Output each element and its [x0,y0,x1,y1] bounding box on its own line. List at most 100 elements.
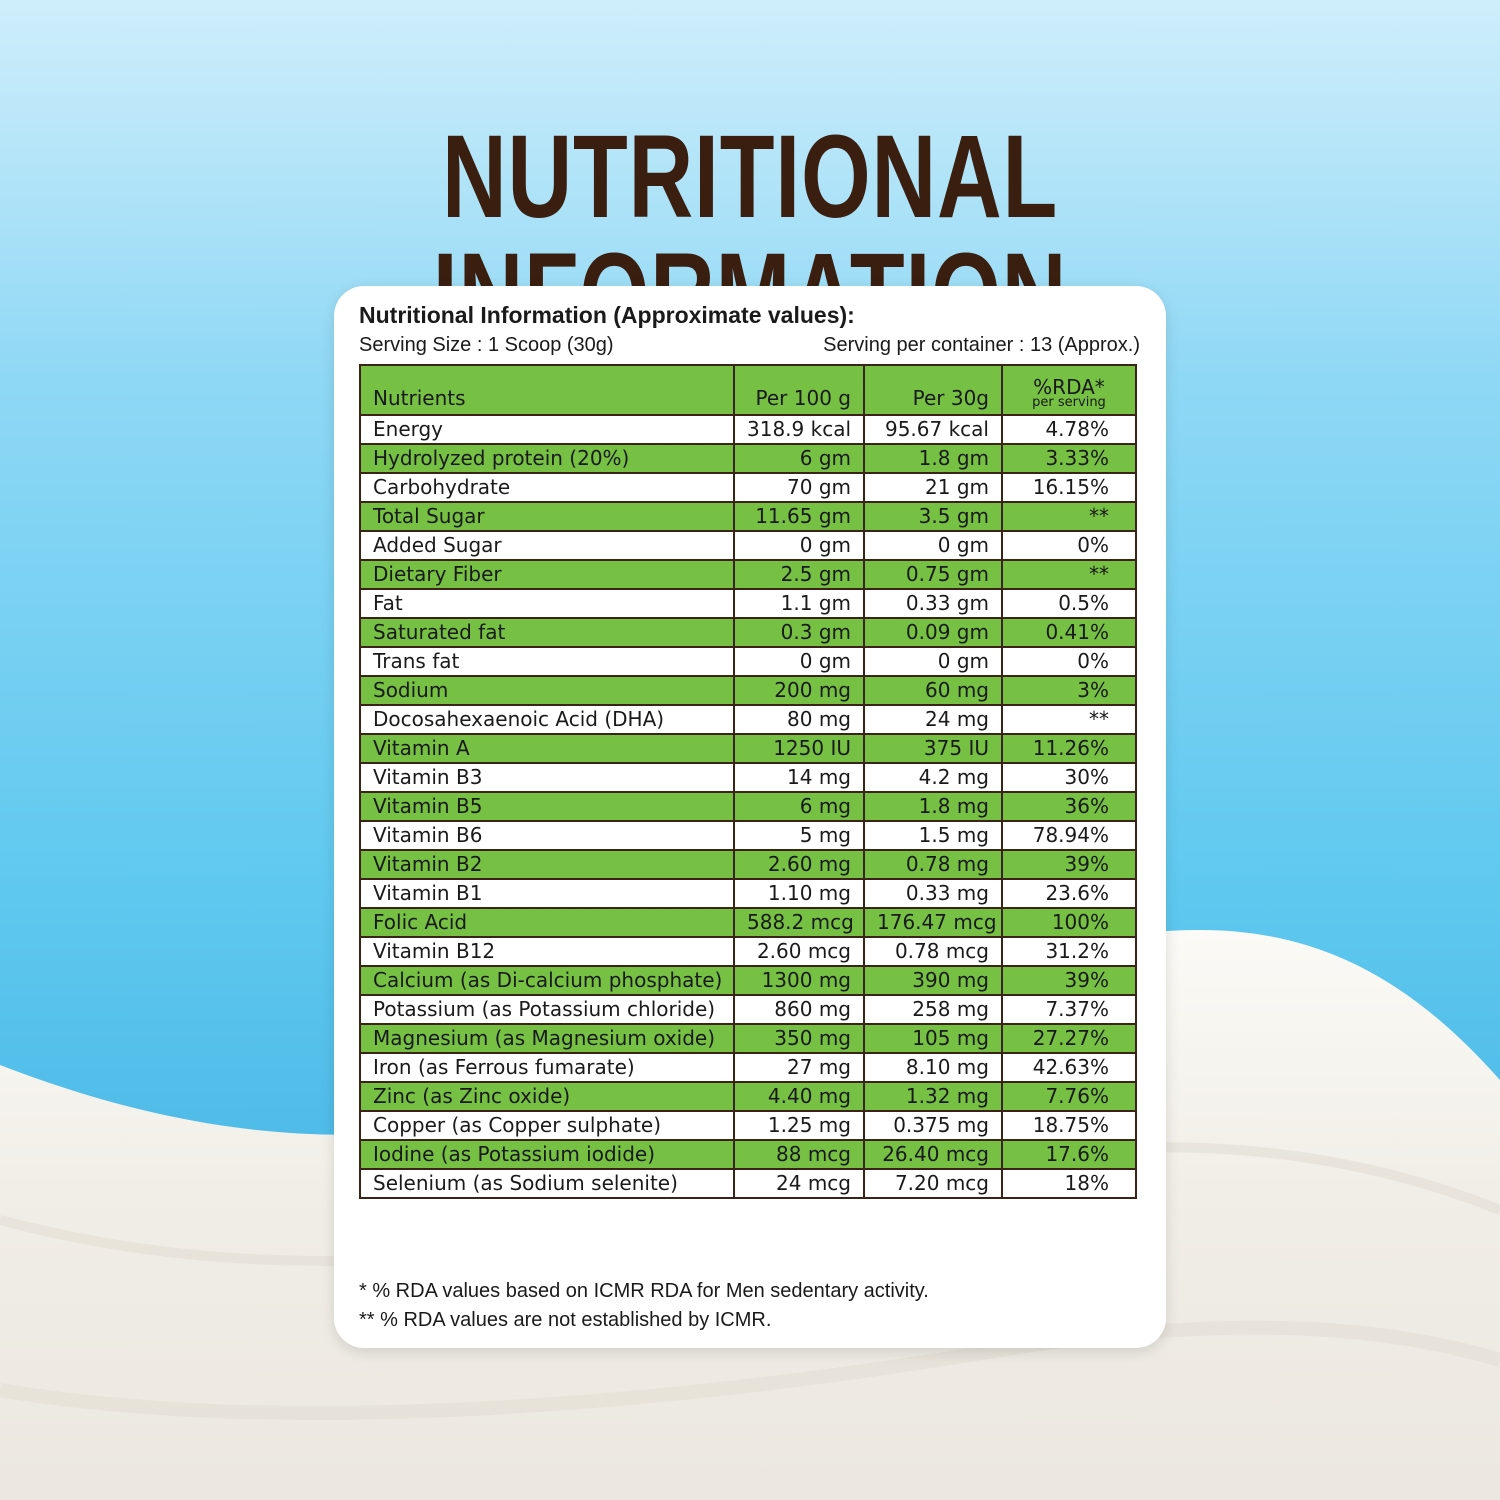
nutrient-name: Trans fat [359,646,735,677]
nutrient-name: Potassium (as Potassium chloride) [359,994,735,1025]
value-per-30g: 0.09 gm [863,617,1003,648]
value-per-100g: 6 mg [733,791,865,822]
value-rda: 39% [1001,849,1137,880]
value-rda: 7.76% [1001,1081,1137,1112]
value-per-100g: 1.10 mg [733,878,865,909]
value-per-30g: 0 gm [863,646,1003,677]
value-rda: 36% [1001,791,1137,822]
nutrient-name: Dietary Fiber [359,559,735,590]
value-per-30g: 0.33 gm [863,588,1003,619]
value-per-100g: 5 mg [733,820,865,851]
value-per-100g: 88 mcg [733,1139,865,1170]
value-rda: 39% [1001,965,1137,996]
table-row: Sodium 200 mg 60 mg 3% [359,675,1137,706]
nutrient-name: Sodium [359,675,735,706]
value-rda: 100% [1001,907,1137,938]
nutrient-name: Fat [359,588,735,619]
nutrient-name: Saturated fat [359,617,735,648]
value-per-100g: 350 mg [733,1023,865,1054]
value-per-100g: 2.60 mg [733,849,865,880]
value-per-100g: 0 gm [733,646,865,677]
table-row: Vitamin B1 1.10 mg 0.33 mg 23.6% [359,878,1137,909]
value-rda: 42.63% [1001,1052,1137,1083]
nutrient-name: Energy [359,414,735,445]
table-row: Folic Acid 588.2 mcg 176.47 mcg 100% [359,907,1137,938]
table-row: Vitamin B6 5 mg 1.5 mg 78.94% [359,820,1137,851]
value-rda: 16.15% [1001,472,1137,503]
value-per-100g: 6 gm [733,443,865,474]
value-per-100g: 1300 mg [733,965,865,996]
col-header-rda: %RDA* per serving [1001,364,1137,416]
value-rda: ** [1001,704,1137,735]
value-per-30g: 1.32 mg [863,1081,1003,1112]
value-per-30g: 0.75 gm [863,559,1003,590]
value-per-30g: 95.67 kcal [863,414,1003,445]
value-rda: 17.6% [1001,1139,1137,1170]
value-rda: 0.5% [1001,588,1137,619]
value-rda: 4.78% [1001,414,1137,445]
rda-header-sublabel: per serving [1032,395,1106,410]
value-per-100g: 1250 IU [733,733,865,764]
value-per-100g: 4.40 mg [733,1081,865,1112]
value-per-30g: 7.20 mcg [863,1168,1003,1199]
table-header-row: Nutrients Per 100 g Per 30g %RDA* per se… [359,364,1137,416]
value-per-30g: 375 IU [863,733,1003,764]
table-row: Iodine (as Potassium iodide) 88 mcg 26.40 … [359,1139,1137,1170]
nutrient-name: Vitamin B1 [359,878,735,909]
value-rda: 3.33% [1001,443,1137,474]
value-per-30g: 105 mg [863,1023,1003,1054]
nutrient-name: Iodine (as Potassium iodide) [359,1139,735,1170]
value-rda: 18% [1001,1168,1137,1199]
value-per-30g: 0.33 mg [863,878,1003,909]
value-per-100g: 2.60 mcg [733,936,865,967]
table-row: Vitamin B2 2.60 mg 0.78 mg 39% [359,849,1137,880]
nutrient-name: Carbohydrate [359,472,735,503]
footnote-not-established: ** % RDA values are not established by I… [359,1309,772,1331]
value-per-30g: 258 mg [863,994,1003,1025]
nutrient-name: Vitamin A [359,733,735,764]
nutrition-card: Nutritional Information (Approximate val… [334,286,1166,1348]
table-row: Trans fat 0 gm 0 gm 0% [359,646,1137,677]
value-rda: 11.26% [1001,733,1137,764]
nutrient-name: Zinc (as Zinc oxide) [359,1081,735,1112]
table-row: Zinc (as Zinc oxide) 4.40 mg 1.32 mg 7.76% [359,1081,1137,1112]
nutrient-name: Hydrolyzed protein (20%) [359,443,735,474]
table-row: Vitamin A 1250 IU 375 IU 11.26% [359,733,1137,764]
value-rda: ** [1001,559,1137,590]
table-row: Vitamin B5 6 mg 1.8 mg 36% [359,791,1137,822]
col-header-per100: Per 100 g [733,364,865,416]
value-per-30g: 1.8 gm [863,443,1003,474]
value-rda: 3% [1001,675,1137,706]
footnote-rda: * % RDA values based on ICMR RDA for Men… [359,1280,929,1302]
value-per-100g: 80 mg [733,704,865,735]
nutrient-name: Vitamin B2 [359,849,735,880]
value-per-100g: 24 mcg [733,1168,865,1199]
nutrient-name: Added Sugar [359,530,735,561]
value-rda: 23.6% [1001,878,1137,909]
table-row: Dietary Fiber 2.5 gm 0.75 gm ** [359,559,1137,590]
value-per-100g: 1.25 mg [733,1110,865,1141]
value-per-30g: 8.10 mg [863,1052,1003,1083]
table-row: Total Sugar 11.65 gm 3.5 gm ** [359,501,1137,532]
serving-size: Serving Size : 1 Scoop (30g) [359,334,614,356]
value-per-30g: 60 mg [863,675,1003,706]
table-row: Docosahexaenoic Acid (DHA) 80 mg 24 mg ** [359,704,1137,735]
nutrient-name: Docosahexaenoic Acid (DHA) [359,704,735,735]
value-per-30g: 24 mg [863,704,1003,735]
value-per-100g: 1.1 gm [733,588,865,619]
value-rda: 0.41% [1001,617,1137,648]
table-row: Copper (as Copper sulphate) 1.25 mg 0.375 … [359,1110,1137,1141]
table-row: Hydrolyzed protein (20%) 6 gm 1.8 gm 3.33% [359,443,1137,474]
nutrition-table: Nutrients Per 100 g Per 30g %RDA* per se… [359,364,1137,1199]
table-row: Iron (as Ferrous fumarate) 27 mg 8.10 mg 42… [359,1052,1137,1083]
table-row: Fat 1.1 gm 0.33 gm 0.5% [359,588,1137,619]
value-per-100g: 27 mg [733,1052,865,1083]
value-per-30g: 0 gm [863,530,1003,561]
nutrient-name: Iron (as Ferrous fumarate) [359,1052,735,1083]
table-row: Vitamin B3 14 mg 4.2 mg 30% [359,762,1137,793]
table-row: Magnesium (as Magnesium oxide) 350 mg 105 … [359,1023,1137,1054]
table-row: Added Sugar 0 gm 0 gm 0% [359,530,1137,561]
table-row: Carbohydrate 70 gm 21 gm 16.15% [359,472,1137,503]
value-per-30g: 4.2 mg [863,762,1003,793]
value-rda: 0% [1001,646,1137,677]
